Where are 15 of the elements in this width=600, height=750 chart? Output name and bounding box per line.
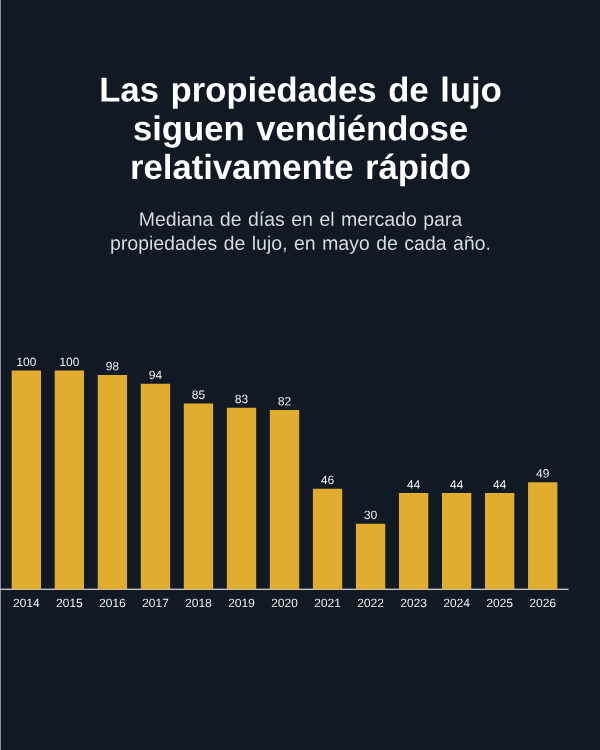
chart-title: Las propiedades de lujo siguen vendiéndose relativamente rápido bbox=[101, 76, 501, 187]
bar bbox=[54, 370, 84, 590]
chart-subtitle: Mediana de días en el mercado para propiedades de lujo, en mayo de cada año. bbox=[111, 211, 489, 254]
bar bbox=[97, 374, 127, 590]
bar bbox=[11, 370, 41, 590]
bar bbox=[140, 383, 170, 590]
bar bbox=[527, 482, 558, 590]
bar bbox=[226, 407, 256, 590]
bar bbox=[312, 488, 342, 590]
bar bbox=[484, 493, 515, 590]
bar bbox=[398, 493, 429, 590]
bar bbox=[355, 523, 386, 590]
bar bbox=[183, 403, 213, 590]
bar bbox=[269, 409, 299, 590]
bar bbox=[441, 493, 472, 590]
